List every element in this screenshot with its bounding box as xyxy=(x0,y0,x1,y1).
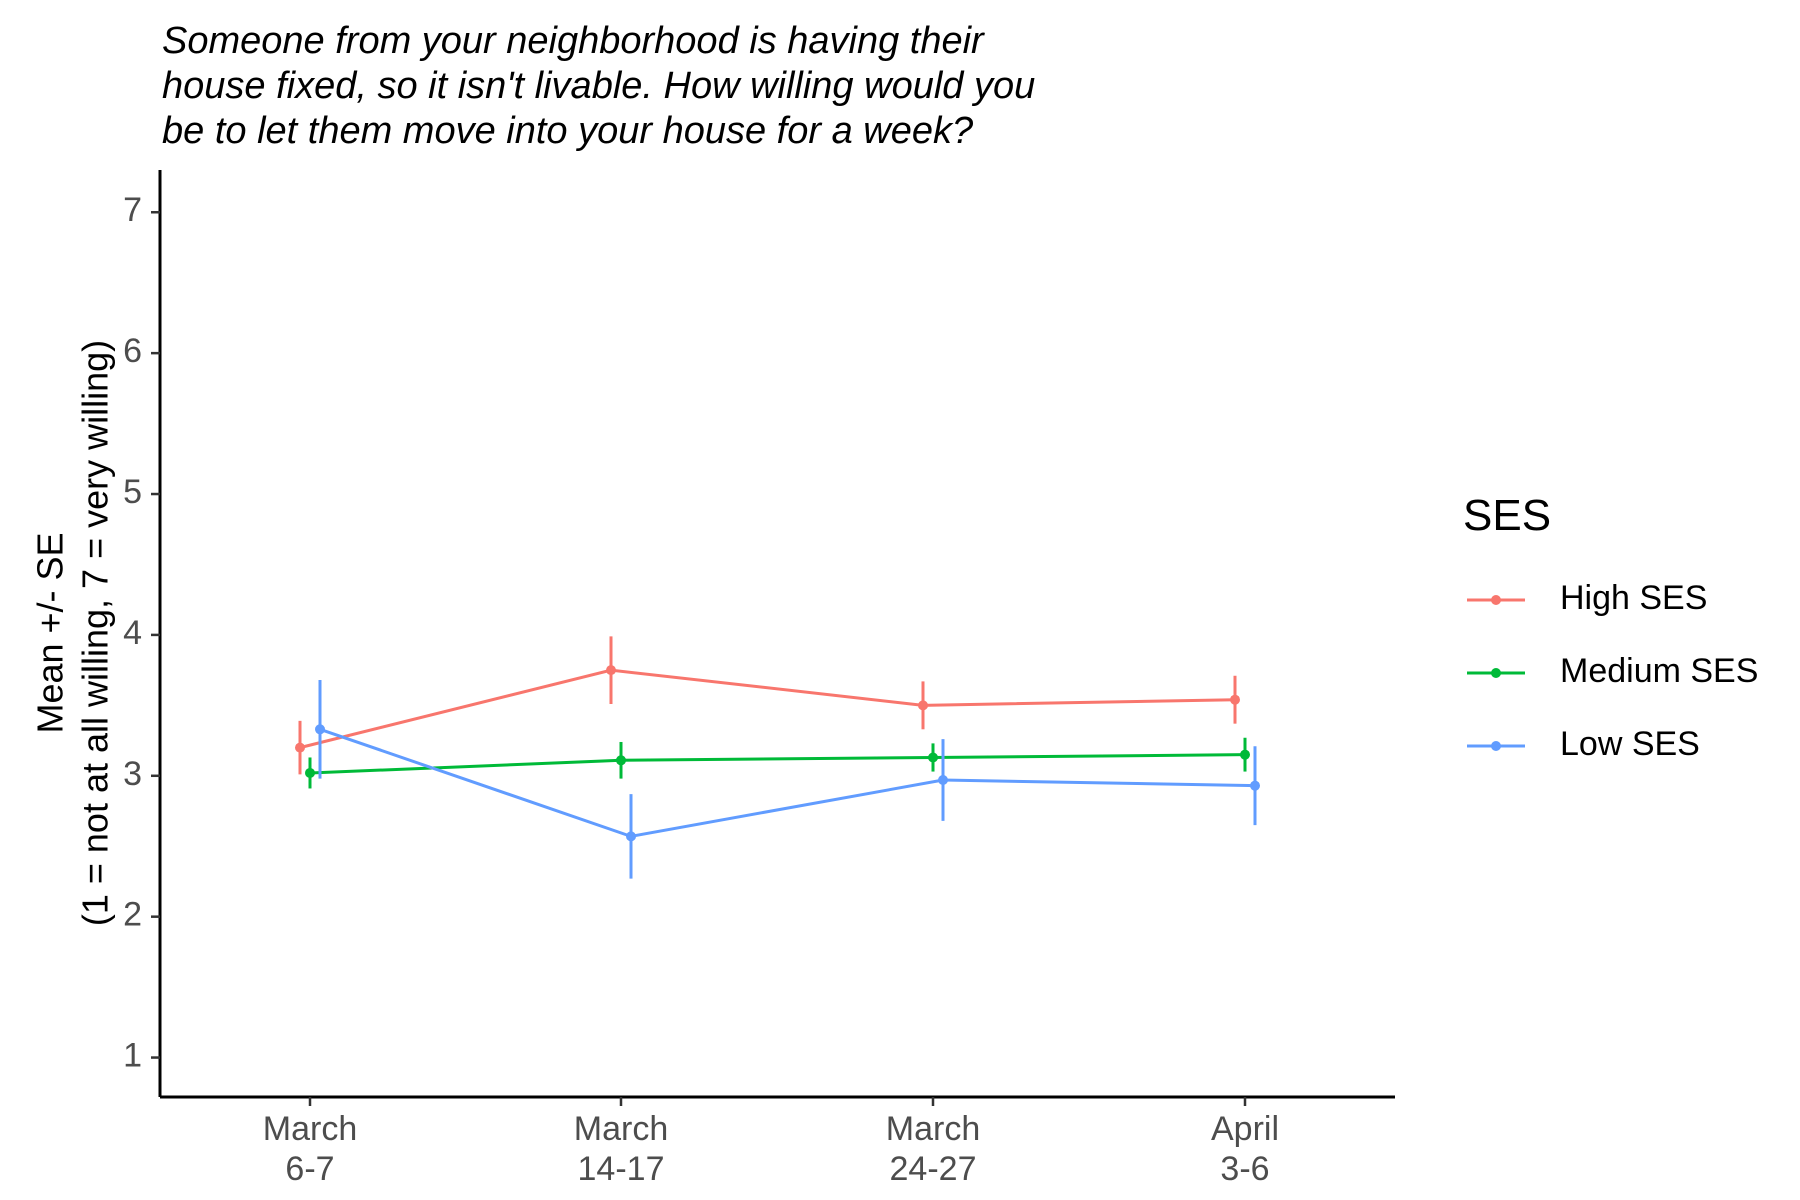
series-low-ses xyxy=(315,679,1260,879)
legend-item: Medium SES xyxy=(1467,652,1758,690)
y-axis-title-line: Mean +/- SE xyxy=(30,532,71,733)
title-line: be to let them move into your house for … xyxy=(162,110,974,152)
data-point xyxy=(918,700,928,711)
data-point xyxy=(1230,694,1240,705)
legend-label: Medium SES xyxy=(1560,652,1758,690)
legend-item: High SES xyxy=(1467,579,1707,617)
y-tick-label: 4 xyxy=(123,614,142,652)
x-tick-label: March xyxy=(263,1110,357,1148)
data-point xyxy=(938,775,948,786)
x-tick-label: 3-6 xyxy=(1220,1150,1269,1188)
legend-label: Low SES xyxy=(1560,725,1700,763)
series-line xyxy=(319,727,1256,838)
y-axis-title-line: (1 = not at all willing, 7 = very willin… xyxy=(75,340,116,926)
y-tick-label: 2 xyxy=(123,896,142,934)
legend-label: High SES xyxy=(1560,579,1707,617)
y-tick-label: 6 xyxy=(123,332,142,370)
data-point xyxy=(305,767,315,778)
title-line: Someone from your neighborhood is having… xyxy=(162,20,985,62)
axes: 1234567March6-7March14-17March24-27April… xyxy=(123,170,1395,1188)
plot-area xyxy=(295,636,1260,879)
data-point xyxy=(295,742,305,753)
x-tick-label: April xyxy=(1211,1110,1279,1148)
x-tick-label: March xyxy=(574,1110,668,1148)
series-high-ses xyxy=(295,636,1240,775)
x-tick-label: 6-7 xyxy=(285,1150,334,1188)
title-line: house fixed, so it isn't livable. How wi… xyxy=(162,65,1035,107)
y-tick-label: 3 xyxy=(123,755,142,793)
data-point xyxy=(616,755,626,766)
legend-key-point xyxy=(1491,668,1501,678)
data-point xyxy=(315,724,325,735)
x-tick-label: 14-17 xyxy=(578,1150,665,1188)
legend-title: SES xyxy=(1463,491,1551,540)
y-axis-title: Mean +/- SE (1 = not at all willing, 7 = … xyxy=(30,340,116,926)
series-line xyxy=(299,668,1236,750)
legend-key-point xyxy=(1491,595,1501,605)
data-point xyxy=(606,665,616,676)
legend-item: Low SES xyxy=(1467,725,1700,763)
y-tick-label: 5 xyxy=(123,473,142,511)
chart-title: Someone from your neighborhood is having… xyxy=(162,20,1035,152)
x-tick-label: March xyxy=(886,1110,980,1148)
x-tick-label: 24-27 xyxy=(890,1150,977,1188)
y-tick-label: 1 xyxy=(123,1037,142,1075)
series-medium-ses xyxy=(305,737,1250,789)
data-point xyxy=(1240,749,1250,760)
data-point xyxy=(928,752,938,763)
series-line xyxy=(309,753,1246,775)
y-tick-label: 7 xyxy=(123,191,142,229)
data-point xyxy=(1250,780,1260,791)
data-point xyxy=(626,831,636,842)
legend: SES High SES Medium SES Low SES xyxy=(1463,491,1758,763)
legend-key-point xyxy=(1491,741,1501,751)
